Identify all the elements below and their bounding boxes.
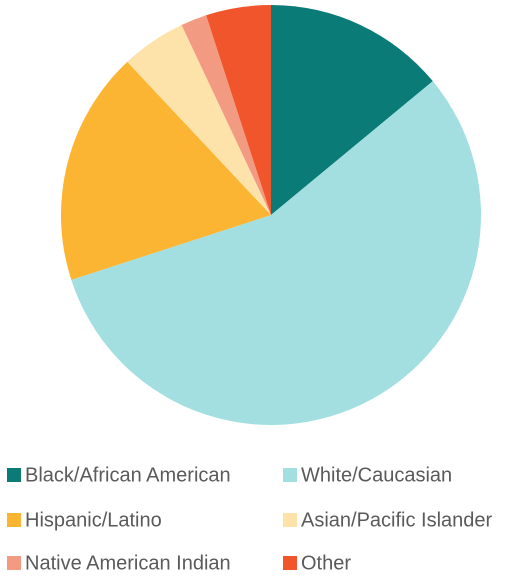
legend-label: Asian/Pacific Islander [301,509,493,531]
legend-swatch [7,468,21,482]
pie-slice [61,61,271,280]
legend-swatch [283,556,297,570]
legend-label: White/Caucasian [301,464,452,486]
legend-swatch [283,513,297,527]
pie-slice [271,5,433,215]
legend-label: Native American Indian [25,552,231,574]
pie-slice [181,15,271,215]
legend-label: Hispanic/Latino [25,509,162,531]
legend-label: Other [301,552,351,574]
legend-swatch [7,513,21,527]
pie-slice [127,24,271,216]
legend-label: Black/African American [25,464,231,486]
pie-slice [206,5,271,215]
legend-swatch [283,468,297,482]
legend-swatch [7,556,21,570]
pie-slice [71,81,481,425]
